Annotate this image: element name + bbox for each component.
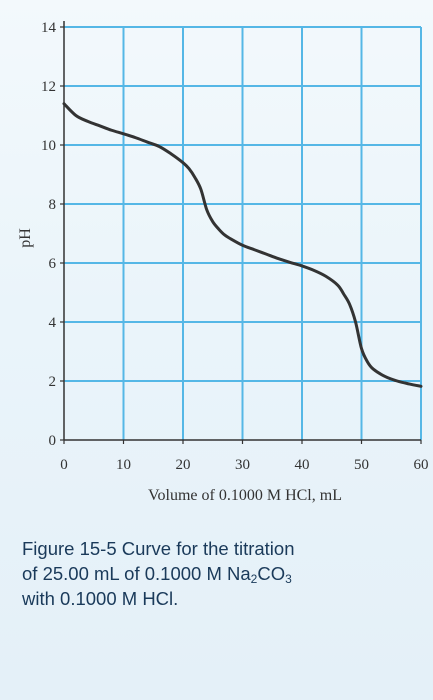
x-tick-label-20: 20 xyxy=(176,457,191,473)
x-axis-label: Volume of 0.1000 M HCl, mL xyxy=(148,487,342,504)
x-tick-label-50: 50 xyxy=(354,457,369,473)
titration-curve-line xyxy=(62,102,423,388)
x-tick-label-40: 40 xyxy=(295,457,310,473)
y-tick-label-12: 12 xyxy=(41,79,56,95)
y-tick-label-14: 14 xyxy=(41,20,57,36)
caption-subscript-2: 2 xyxy=(250,572,258,586)
chart-grid xyxy=(64,26,422,440)
y-tick-label-8: 8 xyxy=(49,197,57,213)
y-tick-label-0: 0 xyxy=(49,433,57,449)
y-tick-label-6: 6 xyxy=(49,256,57,272)
chart-axes xyxy=(60,21,422,444)
x-tick-label-0: 0 xyxy=(60,457,68,473)
caption-line-2-text: of 25.00 mL of 0.1000 M Na xyxy=(22,563,251,584)
x-tick-label-60: 60 xyxy=(414,457,429,473)
caption-subscript-3: 3 xyxy=(285,572,292,586)
chart-series xyxy=(62,102,423,388)
titration-chart: 0 10 20 30 40 50 60 0 2 4 6 8 10 12 14 Volume of 0.100… xyxy=(17,20,429,504)
caption-line-2: of 25.00 mL of 0.1000 M Na2CO3 xyxy=(22,561,422,586)
x-tick-label-30: 30 xyxy=(235,457,250,473)
chart-tick-labels: 0 10 20 30 40 50 60 0 2 4 6 8 10 12 14 xyxy=(41,20,429,473)
caption-line-1: Figure 15-5 Curve for the titration xyxy=(22,538,295,559)
caption-line-3: with 0.1000 M HCl. xyxy=(22,588,179,609)
y-tick-label-2: 2 xyxy=(49,374,57,390)
y-axis-label: pH xyxy=(17,228,34,248)
y-tick-label-4: 4 xyxy=(49,315,57,331)
figure-caption: Figure 15-5 Curve for the titration of 2… xyxy=(22,536,422,611)
caption-line-2-co: CO xyxy=(257,563,286,584)
y-tick-label-10: 10 xyxy=(41,138,56,154)
x-tick-label-10: 10 xyxy=(116,457,131,473)
